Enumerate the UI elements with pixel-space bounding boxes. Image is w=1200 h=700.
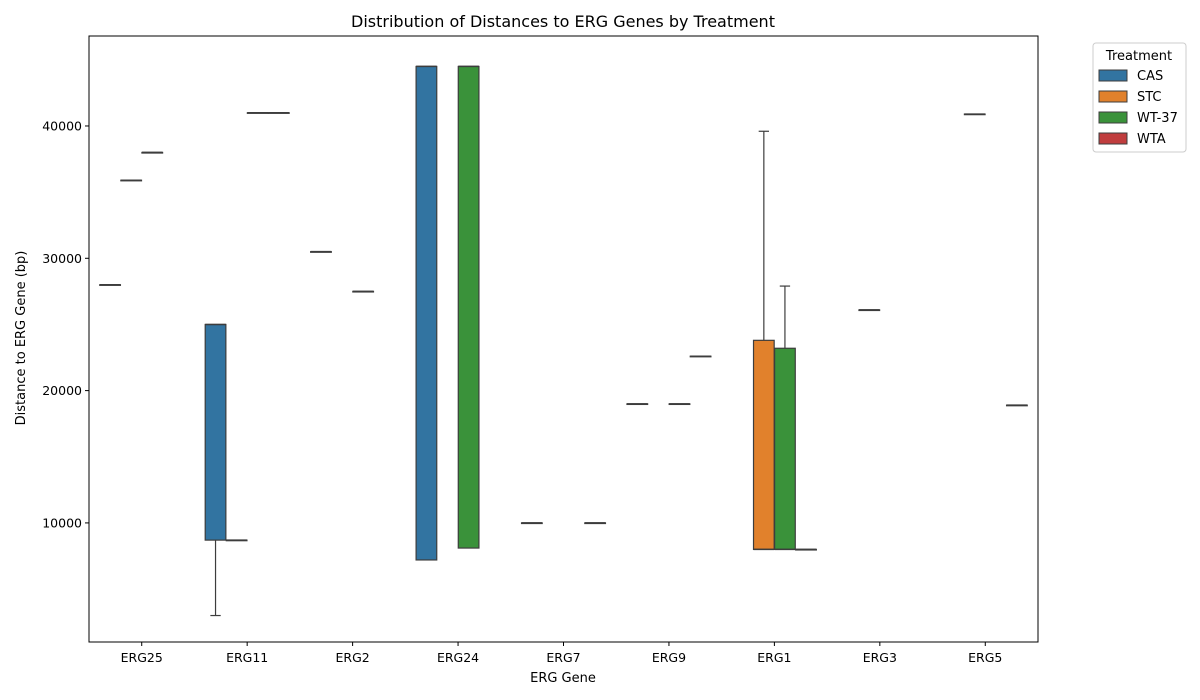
x-tick-label: ERG2 bbox=[335, 650, 369, 665]
legend: Treatment CAS STC WT-37 WTA bbox=[1092, 42, 1187, 153]
x-tick-label: ERG25 bbox=[121, 650, 163, 665]
legend-label-WTA: WTA bbox=[1137, 132, 1166, 147]
box-WT-37-ERG24 bbox=[457, 65, 480, 549]
legend-label-STC: STC bbox=[1137, 90, 1162, 105]
legend-swatch-WTA bbox=[1098, 132, 1128, 145]
box-body bbox=[204, 323, 227, 541]
y-tick-label: 30000 bbox=[42, 251, 82, 266]
legend-swatch-STC bbox=[1098, 90, 1128, 103]
box-WTA-ERG11 bbox=[267, 111, 290, 114]
box-WT-37-ERG2 bbox=[352, 290, 375, 293]
plot-area bbox=[99, 65, 1028, 617]
box-STC-ERG5 bbox=[963, 113, 986, 116]
x-tick-label: ERG9 bbox=[652, 650, 686, 665]
box-CAS-ERG7 bbox=[520, 522, 543, 525]
box-WTA-ERG7 bbox=[584, 522, 607, 525]
box-STC-ERG25 bbox=[120, 179, 143, 182]
box-STC-ERG11 bbox=[225, 539, 248, 542]
legend-title: Treatment bbox=[1105, 49, 1172, 64]
x-tick-label: ERG5 bbox=[968, 650, 1002, 665]
legend-label-CAS: CAS bbox=[1137, 69, 1163, 84]
x-axis: ERG25 ERG11 ERG2 ERG24 ERG7 ERG9 ERG1 ERG3 ERG5 bbox=[121, 642, 1002, 665]
x-tick-label: ERG1 bbox=[757, 650, 791, 665]
y-tick-label: 20000 bbox=[42, 383, 82, 398]
box-CAS-ERG11 bbox=[204, 323, 227, 617]
legend-swatch-WT-37 bbox=[1098, 111, 1128, 124]
x-tick-label: ERG7 bbox=[546, 650, 580, 665]
box-body bbox=[415, 65, 438, 561]
box-WT-37-ERG9 bbox=[668, 403, 691, 406]
box-STC-ERG3 bbox=[858, 309, 881, 312]
box-CAS-ERG9 bbox=[626, 403, 649, 406]
box-WT-37-ERG11 bbox=[246, 111, 269, 114]
box-body bbox=[457, 65, 480, 549]
x-tick-label: ERG24 bbox=[437, 650, 479, 665]
y-axis: 10000 20000 30000 40000 bbox=[42, 118, 89, 530]
box-CAS-ERG24 bbox=[415, 65, 438, 561]
legend-swatch-CAS bbox=[1098, 69, 1128, 82]
y-tick-label: 40000 bbox=[42, 118, 82, 133]
box-WTA-ERG9 bbox=[689, 355, 712, 358]
box-WTA-ERG5 bbox=[1005, 404, 1028, 407]
box-body bbox=[773, 347, 796, 550]
box-WT-37-ERG1 bbox=[773, 285, 796, 551]
x-axis-label: ERG Gene bbox=[530, 671, 596, 686]
box-WT-37-ERG25 bbox=[141, 151, 164, 154]
y-tick-label: 10000 bbox=[42, 515, 82, 530]
x-tick-label: ERG11 bbox=[226, 650, 268, 665]
chart-title: Distribution of Distances to ERG Genes b… bbox=[351, 12, 775, 31]
box-CAS-ERG2 bbox=[310, 250, 332, 253]
legend-label-WT-37: WT-37 bbox=[1137, 111, 1178, 126]
x-tick-label: ERG3 bbox=[863, 650, 897, 665]
box-CAS-ERG25 bbox=[99, 284, 122, 286]
box-body bbox=[752, 339, 775, 550]
y-axis-label: Distance to ERG Gene (bp) bbox=[14, 251, 29, 426]
box-WTA-ERG1 bbox=[795, 548, 817, 551]
